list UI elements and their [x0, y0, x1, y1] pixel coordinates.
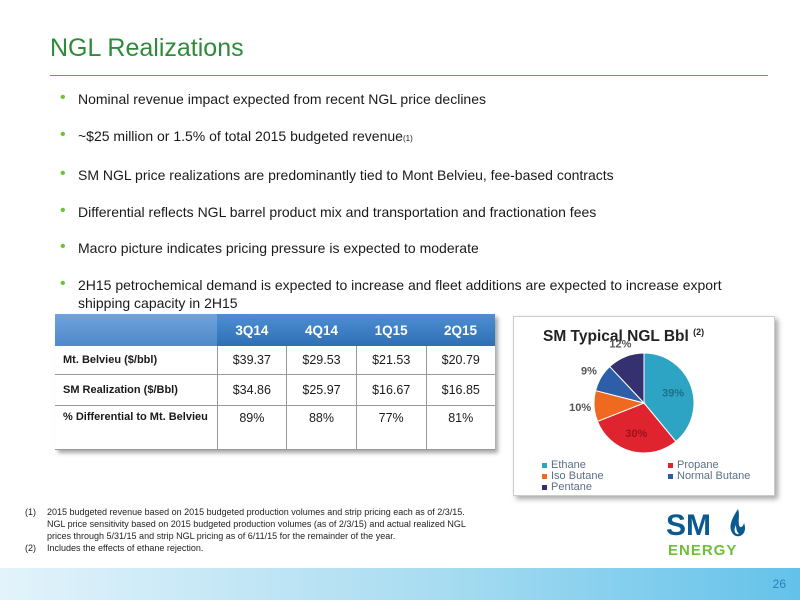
table-header-cell: 2Q15 [426, 314, 495, 346]
bullet-dot-icon: • [60, 201, 66, 219]
table-header-cell: 3Q14 [217, 314, 287, 346]
bullet-item: • ~$25 million or 1.5% of total 2015 budg… [60, 125, 750, 148]
bullet-item: • 2H15 petrochemical demand is expected t… [60, 274, 750, 312]
bullet-text: 2H15 petrochemical demand is expected to… [78, 276, 722, 311]
bullet-dot-icon: • [60, 89, 66, 106]
table-cell: $21.53 [355, 346, 427, 375]
chart-title-footnote-ref: (2) [693, 327, 705, 337]
row-label: % Differential to Mt. Belvieu [55, 405, 217, 450]
table-cell: $16.85 [425, 374, 495, 406]
ngl-price-table: 3Q14 4Q14 1Q15 2Q15 Mt. Belvieu ($/bbl) … [55, 314, 495, 450]
legend-swatch [668, 462, 673, 468]
table-row: % Differential to Mt. Belvieu 89% 88% 77… [55, 405, 495, 450]
flame-highlight-icon [734, 525, 739, 535]
bullet-text: Differential reflects NGL barrel product… [78, 203, 597, 220]
footnote-text: Includes the effects of ethane rejection… [47, 543, 204, 553]
bullet-dot-icon: • [60, 125, 66, 143]
footnote: (1) 2015 budgeted revenue based on 2015 b… [25, 506, 485, 542]
sm-energy-logo: SM ENERGY [666, 509, 746, 559]
legend-label: Iso Butane [551, 470, 604, 482]
table-row: SM Realization ($/Bbl) $34.86 $25.97 $16… [55, 374, 495, 406]
slide-title: NGL Realizations [50, 34, 244, 62]
bullet-dot-icon: • [60, 165, 66, 182]
legend-label: Normal Butane [677, 470, 751, 482]
row-label: SM Realization ($/Bbl) [55, 374, 217, 406]
bullet-dot-icon: • [60, 238, 66, 255]
table-cell: 89% [216, 405, 287, 450]
bullet-item: • SM NGL price realizations are predomina… [60, 165, 750, 184]
table-cell: $25.97 [286, 374, 357, 406]
legend-swatch [542, 473, 547, 479]
logo-sm-text: SM [666, 509, 711, 542]
footnote-number: (1) [25, 507, 36, 517]
table-cell: $16.67 [355, 374, 427, 406]
pie-data-label: 12% [609, 338, 631, 350]
bullet-text: Macro picture indicates pricing pressure… [78, 240, 479, 256]
footer-band [0, 568, 800, 600]
footnote-number: (2) [25, 543, 36, 553]
logo-energy-text: ENERGY [668, 542, 737, 559]
legend-item: Pentane [542, 481, 592, 493]
table-header-blank [55, 314, 217, 346]
legend-item: Iso Butane [542, 470, 604, 482]
table-cell: 81% [425, 405, 495, 450]
pie-data-label: 10% [569, 402, 591, 414]
pie-slice-pentane [609, 352, 645, 405]
legend-swatch [668, 473, 673, 479]
legend-label: Pentane [551, 481, 592, 493]
legend-item: Propane [668, 459, 719, 471]
bullet-text: SM NGL price realizations are predominan… [78, 167, 614, 183]
legend-label: Propane [677, 459, 719, 471]
pie-svg: 39% 30% 10% 9% 12% [569, 338, 695, 454]
pie-slice-propane [596, 402, 677, 454]
legend-swatch [542, 484, 547, 490]
bullet-list: • Nominal revenue impact expected from re… [60, 89, 750, 312]
table-cell: $20.79 [425, 346, 495, 375]
table-cell: $39.37 [216, 346, 287, 375]
title-divider [50, 75, 768, 76]
legend-swatch [542, 462, 547, 468]
pie-data-label: 9% [581, 365, 597, 377]
chart-title: SM Typical NGL Bbl (2) [543, 327, 704, 346]
table-cell: 88% [286, 405, 357, 450]
footnote-text: 2015 budgeted revenue based on 2015 budg… [47, 507, 466, 541]
bullet-text: Nominal revenue impact expected from rec… [78, 91, 487, 107]
table-header-cell: 1Q15 [356, 314, 427, 346]
bullet-item: • Differential reflects NGL barrel produc… [60, 201, 750, 221]
legend-label: Ethane [551, 459, 586, 471]
bullet-text: ~$25 million or 1.5% of total 2015 budge… [78, 127, 403, 144]
table-header-cell: 4Q14 [286, 314, 357, 346]
footnotes: (1) 2015 budgeted revenue based on 2015 b… [25, 506, 485, 554]
footnote: (2) Includes the effects of ethane reject… [25, 542, 485, 554]
page-number: 26 [772, 577, 786, 591]
legend-item: Normal Butane [668, 470, 750, 482]
table-row: Mt. Belvieu ($/bbl) $39.37 $29.53 $21.53… [55, 346, 495, 375]
table-cell: $34.86 [216, 374, 287, 406]
flame-icon [730, 509, 746, 537]
pie-data-label: 39% [662, 387, 684, 399]
table-cell: $29.53 [286, 346, 357, 375]
bullet-item: • Nominal revenue impact expected from re… [60, 89, 750, 108]
pie-data-label: 30% [625, 428, 647, 440]
ngl-pie-chart: SM Typical NGL Bbl (2) 39% 30% 10% 9% 12% Et… [513, 316, 775, 496]
bullet-dot-icon: • [60, 274, 66, 292]
row-label: Mt. Belvieu ($/bbl) [55, 346, 217, 375]
pie-slice-ethane [643, 352, 695, 443]
chart-title-text: SM Typical NGL Bbl [543, 328, 689, 346]
legend-item: Ethane [542, 459, 586, 471]
footnote-ref: (1) [402, 133, 413, 143]
table-cell: 77% [355, 405, 427, 450]
bullet-item: • Macro picture indicates pricing pressur… [60, 238, 750, 257]
